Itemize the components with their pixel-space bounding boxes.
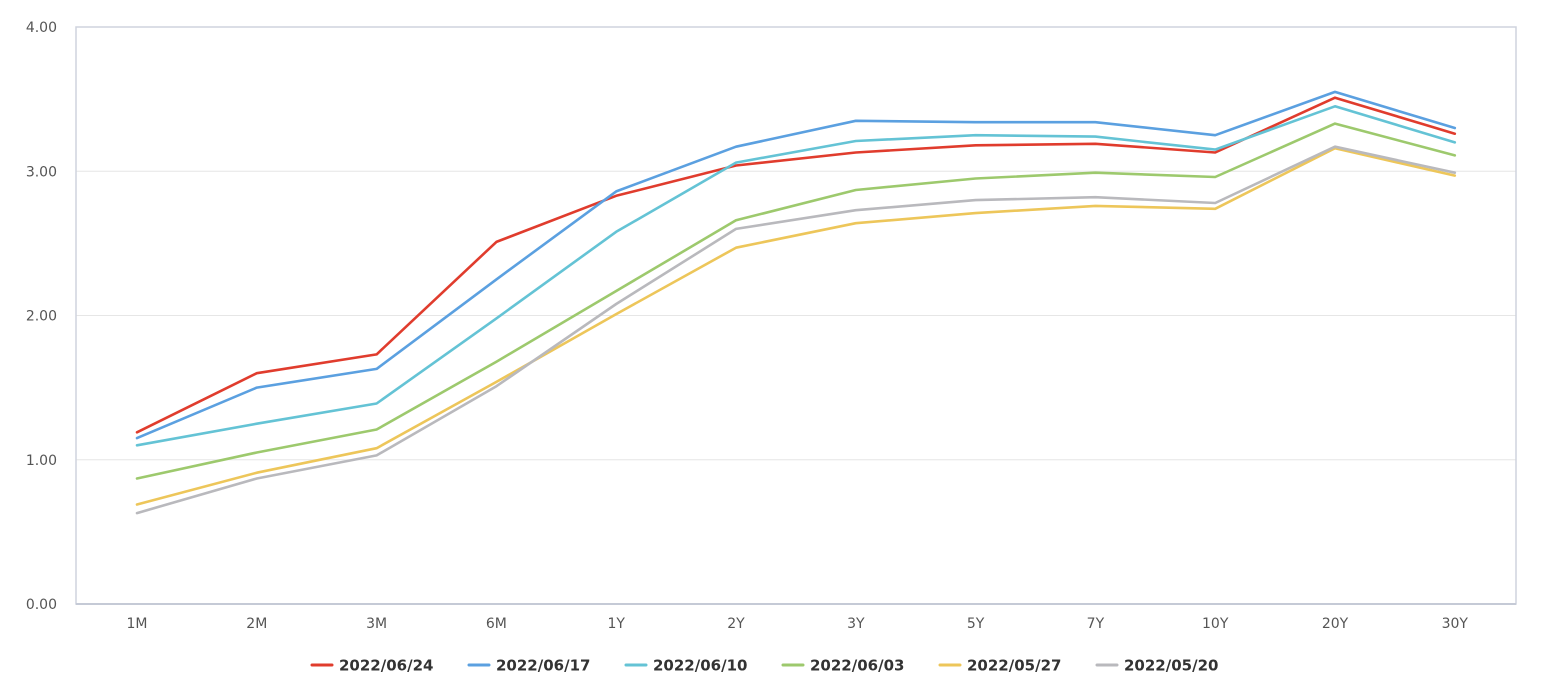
series-line-2022-05-27 bbox=[135, 146, 1457, 506]
legend-item[interactable]: 2022/05/27 bbox=[938, 657, 1061, 675]
legend-label: 2022/06/03 bbox=[810, 657, 904, 675]
legend-label: 2022/05/27 bbox=[967, 657, 1061, 675]
y-tick-label: 3.00 bbox=[26, 164, 57, 180]
y-tick-label: 2.00 bbox=[26, 309, 57, 325]
x-tick-label: 10Y bbox=[1202, 616, 1229, 632]
legend: 2022/06/24 2022/06/17 2022/06/10 2022/06/03… bbox=[310, 657, 1218, 675]
x-tick-label: 3Y bbox=[847, 616, 865, 632]
y-tick-label: 0.00 bbox=[26, 597, 57, 613]
x-tick-label: 1Y bbox=[607, 616, 625, 632]
legend-label: 2022/06/17 bbox=[496, 657, 590, 675]
x-tick-label: 1M bbox=[127, 616, 148, 632]
legend-item[interactable]: 2022/06/10 bbox=[624, 657, 747, 675]
x-tick-label: 20Y bbox=[1322, 616, 1349, 632]
x-tick-label: 2M bbox=[246, 616, 267, 632]
tick-labels: 0.00 1.00 2.00 3.00 4.00 1M 2M 3M 6M 1Y 2Y 3Y 5Y 7Y 10… bbox=[26, 20, 1469, 632]
legend-item[interactable]: 2022/06/17 bbox=[467, 657, 590, 675]
x-tick-label: 2Y bbox=[727, 616, 745, 632]
legend-item[interactable]: 2022/05/20 bbox=[1095, 657, 1218, 675]
series-line-2022-06-24 bbox=[135, 96, 1457, 434]
y-tick-label: 1.00 bbox=[26, 453, 57, 469]
x-tick-label: 7Y bbox=[1087, 616, 1105, 632]
x-tick-label: 30Y bbox=[1442, 616, 1469, 632]
y-tick-label: 4.00 bbox=[26, 20, 57, 36]
legend-label: 2022/05/20 bbox=[1124, 657, 1218, 675]
grid-lines bbox=[76, 26, 1516, 461]
series-line-2022-06-03 bbox=[135, 122, 1457, 480]
series-lines bbox=[135, 90, 1457, 515]
series-line-2022-06-10 bbox=[135, 105, 1457, 447]
legend-label: 2022/06/10 bbox=[653, 657, 747, 675]
axes bbox=[75, 26, 1517, 605]
x-tick-label: 5Y bbox=[967, 616, 985, 632]
x-tick-label: 3M bbox=[366, 616, 387, 632]
legend-label: 2022/06/24 bbox=[339, 657, 433, 675]
series-line-2022-06-17 bbox=[135, 90, 1457, 440]
legend-item[interactable]: 2022/06/24 bbox=[310, 657, 433, 675]
x-tick-label: 6M bbox=[486, 616, 507, 632]
series-line-2022-05-20 bbox=[135, 145, 1457, 515]
legend-item[interactable]: 2022/06/03 bbox=[781, 657, 904, 675]
